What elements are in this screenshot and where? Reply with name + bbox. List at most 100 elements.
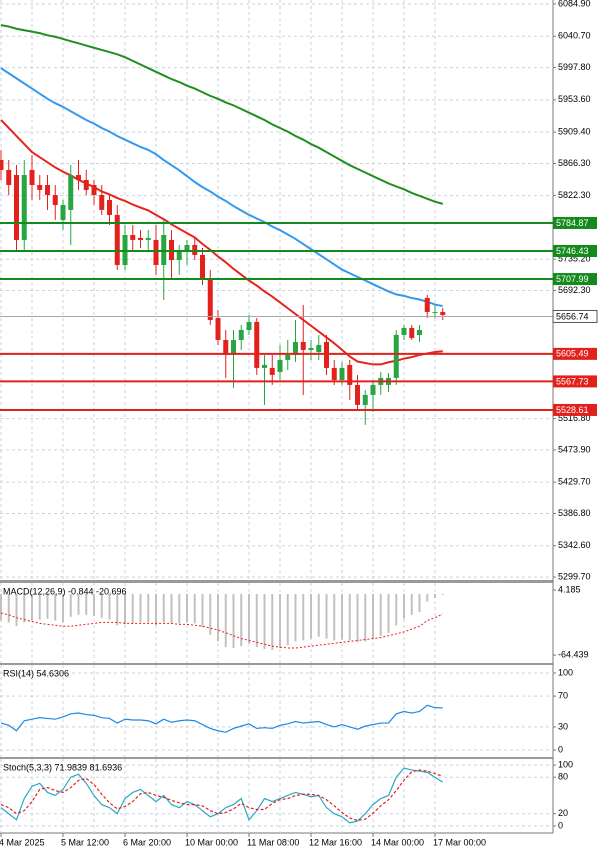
y-tick-label: 6084.90	[558, 0, 591, 8]
candle-body	[223, 339, 229, 355]
macd-bar	[395, 593, 398, 626]
macd-bar	[62, 593, 64, 623]
moving-average-line	[0, 67, 443, 308]
candle-body	[200, 254, 205, 281]
x-tick-label: 12 Mar 16:00	[309, 837, 362, 847]
y-tick-label: 4.185	[558, 584, 581, 594]
level-label: 5605.49	[556, 349, 589, 359]
candle-body	[91, 184, 97, 195]
candle-body	[107, 199, 112, 215]
macd-bar	[54, 593, 57, 621]
candle-body	[347, 364, 353, 385]
macd-bar	[155, 593, 157, 626]
price-label-box	[552, 309, 598, 323]
macd-bar	[139, 593, 142, 623]
macd-bar	[186, 593, 188, 623]
macd-bar	[193, 593, 196, 624]
macd-bar	[434, 593, 436, 598]
macd-bar	[317, 593, 320, 637]
level-label-box	[553, 216, 597, 229]
candle-body	[37, 184, 43, 190]
macd-bar	[85, 593, 88, 615]
candle-body	[0, 159, 4, 170]
macd-bar	[387, 593, 390, 633]
y-tick-label: 20	[558, 808, 568, 818]
macd-bar	[77, 593, 80, 615]
candle-body	[161, 234, 167, 265]
y-tick-label: 6040.70	[558, 31, 591, 41]
candle-body	[176, 250, 182, 261]
candle-body	[432, 311, 438, 313]
candle-body	[355, 384, 360, 405]
macd-bar	[201, 593, 204, 628]
macd-bar	[302, 593, 305, 641]
candle-body	[285, 354, 291, 360]
y-tick-label: 5516.80	[558, 413, 591, 423]
candle-body	[138, 237, 143, 240]
macd-bar	[364, 593, 367, 642]
candle-body	[339, 367, 345, 380]
candle-body	[192, 244, 198, 255]
plot-area	[0, 704, 443, 733]
x-tick-label: 10 Mar 00:00	[185, 837, 238, 847]
plot-area	[0, 24, 446, 425]
y-tick-label: 80	[558, 772, 568, 782]
candle-body	[184, 244, 190, 251]
candle-body	[269, 367, 275, 375]
x-tick-label: 4 Mar 2025	[0, 837, 45, 847]
macd-bar	[410, 593, 413, 615]
moving-average-line	[0, 24, 444, 205]
candle-body	[300, 341, 306, 350]
macd-bar	[170, 593, 173, 624]
candle-body	[424, 297, 430, 312]
macd-bar	[310, 593, 312, 639]
macd-bar	[240, 593, 243, 647]
x-tick-label: 17 Mar 00:00	[433, 837, 486, 847]
y-tick-label: 5997.80	[558, 62, 591, 72]
level-label: 5746.43	[556, 246, 589, 256]
macd-bar	[263, 593, 266, 649]
x-tick-label: 14 Mar 00:00	[371, 837, 424, 847]
candle-body	[153, 239, 159, 265]
candle-body	[21, 174, 27, 240]
y-tick-label: 0	[558, 820, 563, 830]
panel-separator	[0, 580, 553, 583]
y-tick-label: 100	[558, 759, 573, 769]
y-tick-label: -64.439	[558, 649, 589, 659]
candle-body	[29, 169, 35, 185]
macd-bar	[147, 593, 150, 623]
candle-body	[401, 327, 407, 335]
indicator-line	[0, 767, 444, 824]
macd-bar	[46, 593, 49, 619]
y-tick-label: 5386.80	[558, 508, 591, 518]
candle-body	[262, 364, 267, 368]
macd-bar	[131, 593, 134, 624]
candle-body	[370, 384, 376, 395]
x-tick-label: 5 Mar 12:00	[61, 837, 109, 847]
indicator-line	[0, 704, 443, 733]
macd-bar	[379, 593, 382, 636]
candle-body	[231, 339, 236, 355]
macd-bar	[124, 593, 126, 625]
level-label: 5528.61	[556, 405, 589, 415]
y-tick-label: 5909.40	[558, 126, 591, 136]
macd-bar	[0, 593, 2, 621]
candle-body	[14, 174, 19, 240]
panel-separator	[0, 663, 553, 665]
macd-bar	[426, 593, 429, 602]
macd-bar	[93, 593, 95, 616]
macd-bar	[279, 593, 281, 649]
macd-bar	[286, 593, 289, 646]
candle-body	[293, 341, 298, 355]
y-tick-label: 5299.70	[558, 571, 591, 581]
macd-bar	[356, 593, 359, 643]
x-tick-label: 6 Mar 20:00	[123, 837, 171, 847]
y-tick-label: 5692.30	[558, 285, 591, 295]
candle-body	[409, 327, 415, 338]
y-tick-label: 5473.90	[558, 444, 591, 454]
macd-bar	[441, 593, 444, 595]
plot-area	[0, 593, 444, 650]
y-tick-label: 5342.60	[558, 540, 591, 550]
candle-body	[99, 194, 105, 210]
